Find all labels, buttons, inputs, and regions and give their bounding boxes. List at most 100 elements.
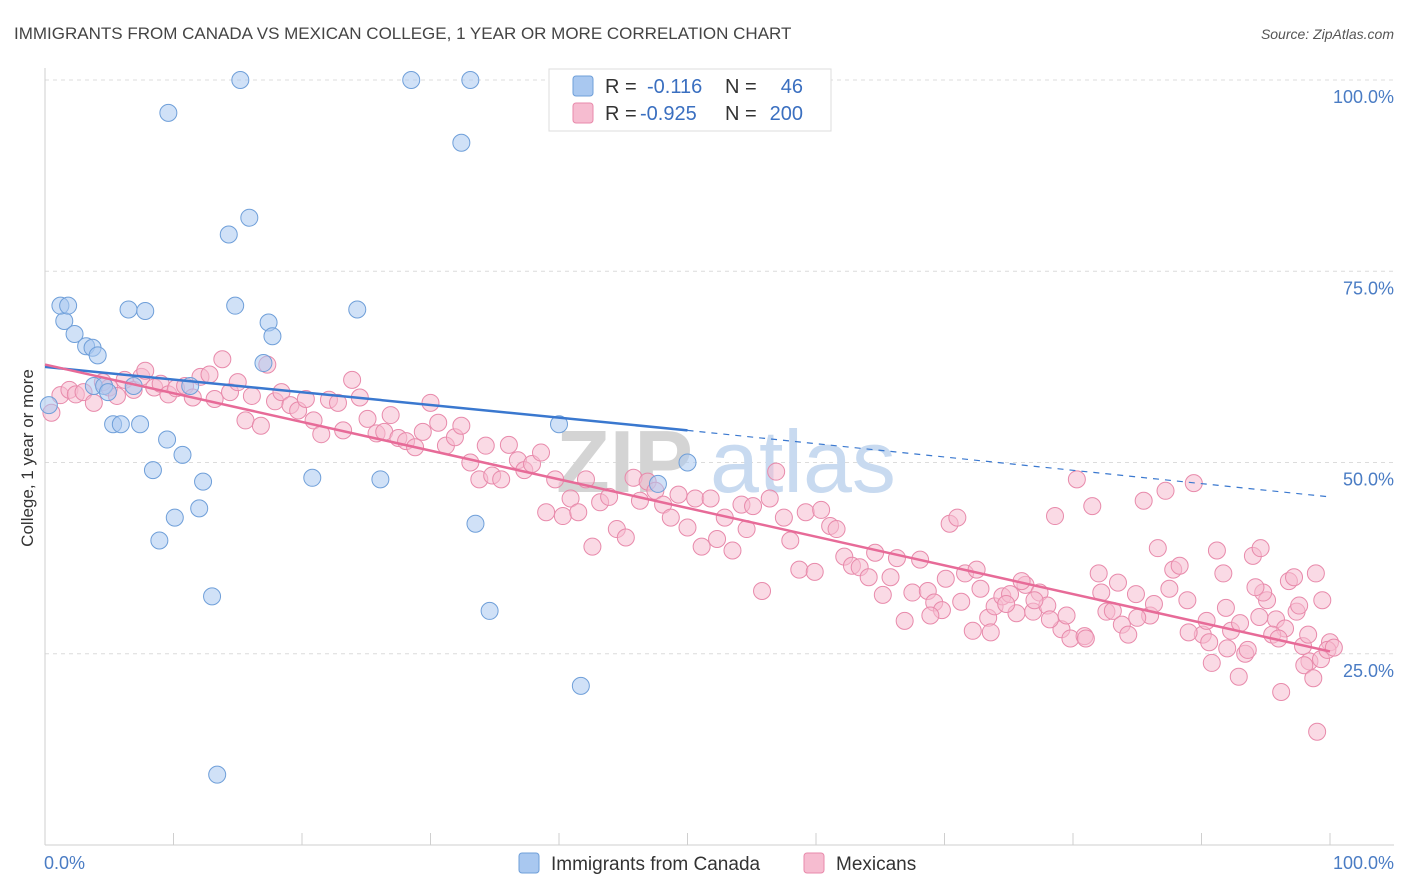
data-point-mexicans [1202, 653, 1221, 672]
y-tick-label: 75.0% [1343, 278, 1394, 298]
data-point-mexicans [1197, 611, 1216, 630]
data-point-mexicans [381, 406, 400, 425]
data-point-mexicans [859, 568, 878, 587]
data-point-immigrants-from-canada [348, 300, 367, 319]
stats-legend: R = -0.116 N = 46 R = -0.925 N = 200 [548, 68, 832, 132]
data-point-mexicans [1207, 541, 1226, 560]
data-point-mexicans [1108, 573, 1127, 592]
data-point-immigrants-from-canada [150, 531, 169, 550]
data-point-mexicans [1046, 507, 1065, 526]
data-point-mexicans [1057, 606, 1076, 625]
data-point-mexicans [1200, 633, 1219, 652]
data-point-immigrants-from-canada [571, 676, 590, 695]
data-point-immigrants-from-canada [173, 445, 192, 464]
data-point-mexicans [251, 416, 270, 435]
series-legend-swatch-mexicans [803, 852, 825, 874]
y-tick-labels: 25.0% 50.0% 75.0% 100.0% [1333, 87, 1394, 681]
data-point-mexicans [421, 393, 440, 412]
legend-swatch-mexicans [572, 102, 594, 124]
data-point-mexicans [1119, 625, 1138, 644]
data-point-immigrants-from-canada [466, 514, 485, 533]
data-point-immigrants-from-canada [648, 474, 667, 493]
legend-swatch-canada [572, 75, 594, 97]
data-point-mexicans [1308, 722, 1327, 741]
data-point-immigrants-from-canada [303, 468, 322, 487]
data-point-mexicans [1076, 629, 1095, 648]
data-point-immigrants-from-canada [231, 71, 250, 89]
data-point-mexicans [760, 489, 779, 508]
data-point-mexicans [661, 508, 680, 527]
data-point-mexicans [701, 489, 720, 508]
data-point-mexicans [1128, 608, 1147, 627]
stats-legend-box [548, 68, 832, 132]
data-point-mexicans [790, 560, 809, 579]
data-point-mexicans [1148, 539, 1167, 558]
data-point-mexicans [1238, 640, 1257, 659]
data-point-mexicans [413, 422, 432, 441]
data-point-mexicans [692, 537, 711, 556]
y-tick-label: 100.0% [1333, 87, 1394, 107]
data-point-mexicans [827, 520, 846, 539]
data-point-mexicans [1272, 683, 1291, 701]
data-point-mexicans [84, 393, 103, 412]
data-point-mexicans [708, 530, 727, 548]
legend-r-label-canada: R = [605, 76, 637, 98]
data-point-mexicans [296, 390, 315, 409]
data-point-immigrants-from-canada [263, 327, 282, 346]
data-point-mexicans [936, 569, 955, 588]
data-point-mexicans [1246, 578, 1265, 597]
data-point-mexicans [895, 611, 914, 630]
data-point-immigrants-from-canada [88, 346, 107, 365]
data-point-mexicans [873, 585, 892, 604]
data-point-immigrants-from-canada [59, 296, 78, 315]
legend-n-value-mexicans: 200 [770, 103, 803, 125]
data-point-mexicans [616, 528, 635, 547]
trend-line-immigrants-from-canada [44, 365, 688, 432]
series-legend-label-mexicans: Mexicans [836, 854, 916, 875]
data-point-immigrants-from-canada [402, 71, 421, 89]
x-tick-label-min: 0.0% [44, 853, 85, 873]
data-point-mexicans [866, 543, 885, 562]
data-point-mexicans [1285, 568, 1304, 587]
legend-r-value-canada: -0.116 [647, 76, 702, 98]
data-point-mexicans [1156, 481, 1175, 500]
data-point-mexicans [343, 370, 362, 389]
data-point-immigrants-from-canada [98, 383, 117, 402]
series-legend: Immigrants from Canada Mexicans [518, 852, 916, 875]
data-point-immigrants-from-canada [165, 508, 184, 527]
data-point-mexicans [492, 470, 511, 489]
data-point-mexicans [1134, 491, 1153, 510]
data-point-mexicans [213, 350, 232, 369]
data-point-mexicans [767, 462, 786, 481]
data-point-mexicans [569, 503, 588, 522]
data-point-mexicans [452, 416, 471, 435]
data-point-mexicans [200, 365, 219, 384]
data-point-mexicans [1126, 585, 1145, 604]
data-point-immigrants-from-canada [371, 470, 390, 489]
data-point-mexicans [561, 489, 580, 508]
data-point-mexicans [1295, 656, 1314, 675]
legend-n-label-mexicans: N = [725, 103, 757, 125]
data-point-immigrants-from-canada [39, 396, 58, 415]
data-point-immigrants-from-canada [254, 354, 273, 373]
axes [44, 68, 1394, 846]
data-point-mexicans [1229, 667, 1248, 686]
data-point-mexicans [1251, 539, 1270, 558]
legend-r-value-mexicans: -0.925 [640, 103, 697, 125]
data-point-mexicans [1160, 579, 1179, 598]
watermark-atlas: atlas [710, 412, 896, 511]
data-point-mexicans [805, 562, 824, 581]
data-point-mexicans [532, 443, 551, 462]
data-point-mexicans [1083, 497, 1102, 516]
x-tick-label-max: 100.0% [1333, 853, 1394, 873]
data-point-mexicans [1218, 639, 1237, 658]
data-point-mexicans [236, 411, 255, 430]
data-point-mexicans [686, 489, 705, 508]
legend-n-label-canada: N = [725, 76, 757, 98]
data-point-mexicans [921, 606, 940, 625]
chart-source: Source: ZipAtlas.com [1261, 26, 1394, 42]
data-point-mexicans [136, 361, 155, 380]
data-point-mexicans [967, 560, 986, 579]
data-point-mexicans [903, 583, 922, 602]
